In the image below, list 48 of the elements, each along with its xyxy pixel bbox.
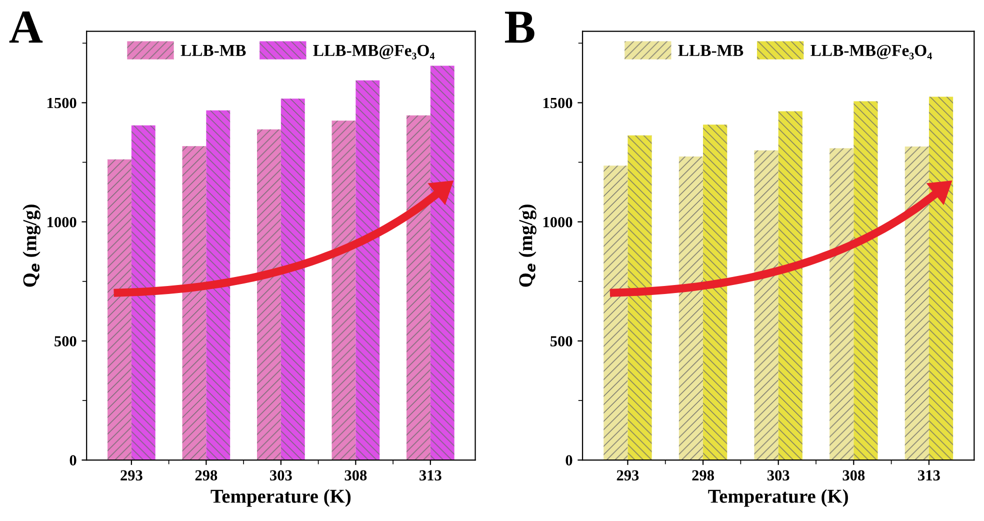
x-axis-title: Temperature (K) [708, 489, 848, 507]
bar [356, 80, 380, 460]
bar [257, 129, 281, 460]
chart-title: A [9, 11, 43, 43]
bar [406, 115, 430, 460]
y-tick-label: 1000 [543, 216, 572, 228]
legend-label: LLB-MB [678, 45, 744, 56]
x-tick-label: 298 [195, 470, 218, 481]
x-tick-label: 298 [692, 470, 714, 481]
bar [430, 66, 454, 460]
x-tick-label: 313 [420, 470, 442, 481]
x-tick-label: 303 [767, 470, 790, 481]
bar [280, 98, 305, 460]
legend-label: LLB-MB [180, 45, 246, 56]
x-axis-title: Temperature (K) [210, 489, 351, 507]
y-tick-label: 500 [550, 336, 572, 346]
bar [778, 111, 802, 460]
x-tick-label: 308 [842, 470, 865, 481]
legend-label: LLB-MB@Fe₃O₄ [810, 44, 932, 60]
bar [830, 148, 854, 460]
bar [131, 125, 156, 460]
x-tick-label: 293 [616, 470, 639, 481]
bar [182, 146, 206, 460]
y-tick-label: 500 [54, 336, 76, 346]
y-tick-label: 1500 [48, 98, 76, 108]
bar [332, 120, 356, 460]
y-tick-label: 0 [566, 455, 572, 466]
y-tick-label: 1000 [48, 216, 76, 228]
y-tick-label: 1500 [543, 98, 572, 108]
bar [904, 146, 929, 460]
bar [854, 101, 878, 460]
bar [754, 150, 778, 460]
y-axis-title: Q$_{e}$ (mg/g) [518, 204, 536, 287]
bar [206, 110, 230, 460]
bar [928, 96, 954, 460]
bar [108, 159, 132, 460]
bar [678, 156, 704, 460]
chart-title: B [504, 12, 534, 43]
bar [628, 135, 652, 460]
bar [703, 124, 728, 460]
x-tick-label: 303 [270, 470, 292, 481]
x-tick-label: 293 [120, 470, 142, 481]
legend-label: LLB-MB@Fe₃O₄ [313, 44, 435, 60]
x-tick-label: 308 [344, 470, 367, 481]
bar [604, 166, 628, 460]
x-tick-label: 313 [918, 470, 940, 481]
y-axis-title: Q$_{e}$ (mg/g) [22, 204, 40, 287]
y-tick-label: 0 [70, 455, 76, 466]
